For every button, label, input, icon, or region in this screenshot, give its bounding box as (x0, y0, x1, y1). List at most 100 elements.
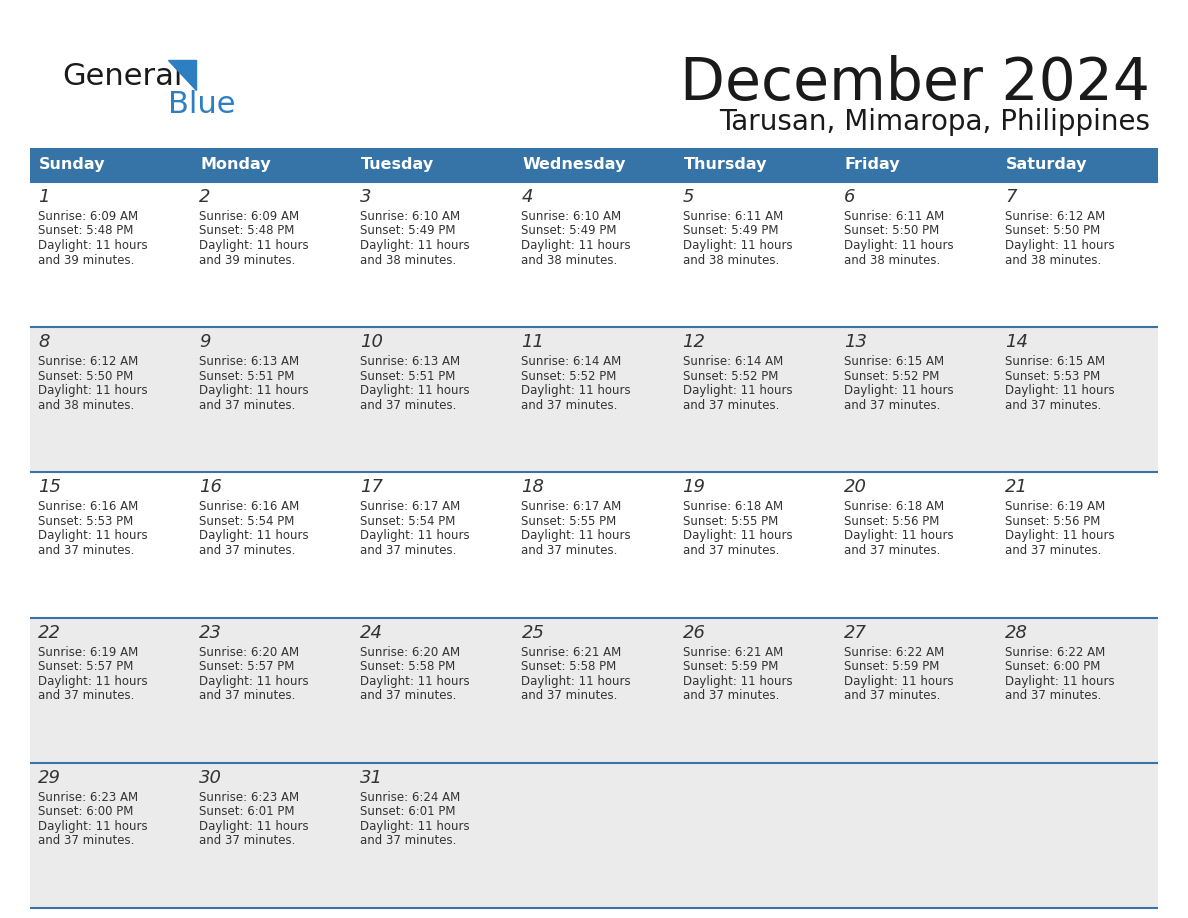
Text: 18: 18 (522, 478, 544, 497)
Text: and 37 minutes.: and 37 minutes. (683, 543, 779, 557)
Text: 7: 7 (1005, 188, 1017, 206)
Text: 10: 10 (360, 333, 384, 352)
Text: Sunrise: 6:12 AM: Sunrise: 6:12 AM (1005, 210, 1105, 223)
Text: and 37 minutes.: and 37 minutes. (200, 398, 296, 411)
Text: 8: 8 (38, 333, 50, 352)
Text: Sunrise: 6:24 AM: Sunrise: 6:24 AM (360, 790, 461, 804)
Text: 20: 20 (843, 478, 867, 497)
Text: 22: 22 (38, 623, 61, 642)
Text: 3: 3 (360, 188, 372, 206)
Text: and 37 minutes.: and 37 minutes. (522, 543, 618, 557)
Text: Sunset: 5:49 PM: Sunset: 5:49 PM (522, 225, 617, 238)
Text: Sunset: 5:58 PM: Sunset: 5:58 PM (522, 660, 617, 673)
Text: and 39 minutes.: and 39 minutes. (38, 253, 134, 266)
Bar (30, 763, 1158, 908)
Bar (30, 473, 1158, 618)
Text: 24: 24 (360, 623, 384, 642)
Text: 16: 16 (200, 478, 222, 497)
Text: Blue: Blue (168, 90, 235, 119)
Text: 6: 6 (843, 188, 855, 206)
Text: and 37 minutes.: and 37 minutes. (1005, 543, 1101, 557)
Bar (30, 148, 191, 182)
Text: and 38 minutes.: and 38 minutes. (1005, 253, 1101, 266)
Text: Daylight: 11 hours: Daylight: 11 hours (522, 675, 631, 688)
Text: Sunrise: 6:14 AM: Sunrise: 6:14 AM (522, 355, 621, 368)
Bar (353, 148, 513, 182)
Text: Daylight: 11 hours: Daylight: 11 hours (38, 530, 147, 543)
Text: Daylight: 11 hours: Daylight: 11 hours (1005, 530, 1114, 543)
Text: Sunrise: 6:23 AM: Sunrise: 6:23 AM (200, 790, 299, 804)
Bar (997, 148, 1158, 182)
Text: Sunrise: 6:20 AM: Sunrise: 6:20 AM (360, 645, 461, 658)
Text: Tuesday: Tuesday (361, 158, 435, 173)
Text: Daylight: 11 hours: Daylight: 11 hours (38, 239, 147, 252)
Text: Daylight: 11 hours: Daylight: 11 hours (360, 239, 470, 252)
Text: Daylight: 11 hours: Daylight: 11 hours (843, 385, 953, 397)
Text: and 37 minutes.: and 37 minutes. (360, 834, 456, 847)
Text: Sunrise: 6:11 AM: Sunrise: 6:11 AM (843, 210, 944, 223)
Text: and 37 minutes.: and 37 minutes. (522, 398, 618, 411)
Text: Sunset: 5:49 PM: Sunset: 5:49 PM (683, 225, 778, 238)
Text: Daylight: 11 hours: Daylight: 11 hours (200, 820, 309, 833)
Text: Daylight: 11 hours: Daylight: 11 hours (683, 675, 792, 688)
Text: Sunset: 5:51 PM: Sunset: 5:51 PM (200, 370, 295, 383)
Text: Daylight: 11 hours: Daylight: 11 hours (200, 675, 309, 688)
Text: Daylight: 11 hours: Daylight: 11 hours (200, 385, 309, 397)
Text: Sunset: 5:55 PM: Sunset: 5:55 PM (683, 515, 778, 528)
Text: Sunrise: 6:21 AM: Sunrise: 6:21 AM (683, 645, 783, 658)
Text: Sunrise: 6:18 AM: Sunrise: 6:18 AM (843, 500, 943, 513)
Text: Sunset: 5:48 PM: Sunset: 5:48 PM (200, 225, 295, 238)
Text: Daylight: 11 hours: Daylight: 11 hours (522, 530, 631, 543)
Text: Daylight: 11 hours: Daylight: 11 hours (38, 675, 147, 688)
Text: Daylight: 11 hours: Daylight: 11 hours (360, 530, 470, 543)
Text: 1: 1 (38, 188, 50, 206)
Text: Sunrise: 6:09 AM: Sunrise: 6:09 AM (200, 210, 299, 223)
Text: Sunset: 5:58 PM: Sunset: 5:58 PM (360, 660, 455, 673)
Text: Monday: Monday (200, 158, 271, 173)
Text: Daylight: 11 hours: Daylight: 11 hours (38, 385, 147, 397)
Text: and 37 minutes.: and 37 minutes. (683, 689, 779, 702)
Text: Sunrise: 6:18 AM: Sunrise: 6:18 AM (683, 500, 783, 513)
Text: Sunset: 5:57 PM: Sunset: 5:57 PM (200, 660, 295, 673)
Text: Sunset: 5:59 PM: Sunset: 5:59 PM (683, 660, 778, 673)
Text: December 2024: December 2024 (680, 55, 1150, 112)
Text: Thursday: Thursday (683, 158, 767, 173)
Text: Sunrise: 6:17 AM: Sunrise: 6:17 AM (360, 500, 461, 513)
Text: 21: 21 (1005, 478, 1028, 497)
Text: Sunset: 5:50 PM: Sunset: 5:50 PM (1005, 225, 1100, 238)
Text: Sunrise: 6:19 AM: Sunrise: 6:19 AM (38, 645, 138, 658)
Bar (513, 148, 675, 182)
Text: Daylight: 11 hours: Daylight: 11 hours (360, 675, 470, 688)
Text: 4: 4 (522, 188, 533, 206)
Text: 5: 5 (683, 188, 694, 206)
Text: Sunrise: 6:13 AM: Sunrise: 6:13 AM (360, 355, 461, 368)
Bar (30, 182, 1158, 327)
Text: 25: 25 (522, 623, 544, 642)
Text: Saturday: Saturday (1006, 158, 1087, 173)
Text: Daylight: 11 hours: Daylight: 11 hours (683, 239, 792, 252)
Text: Sunrise: 6:23 AM: Sunrise: 6:23 AM (38, 790, 138, 804)
Text: 19: 19 (683, 478, 706, 497)
Text: Sunset: 6:00 PM: Sunset: 6:00 PM (38, 805, 133, 818)
Text: Sunset: 5:56 PM: Sunset: 5:56 PM (1005, 515, 1100, 528)
Text: and 38 minutes.: and 38 minutes. (38, 398, 134, 411)
Text: 2: 2 (200, 188, 210, 206)
Text: Daylight: 11 hours: Daylight: 11 hours (843, 675, 953, 688)
Text: Sunset: 6:00 PM: Sunset: 6:00 PM (1005, 660, 1100, 673)
Bar (835, 148, 997, 182)
Text: Sunset: 5:59 PM: Sunset: 5:59 PM (843, 660, 939, 673)
Bar (675, 148, 835, 182)
Text: Tarusan, Mimaropa, Philippines: Tarusan, Mimaropa, Philippines (719, 108, 1150, 136)
Text: Sunrise: 6:17 AM: Sunrise: 6:17 AM (522, 500, 621, 513)
Text: Sunrise: 6:10 AM: Sunrise: 6:10 AM (522, 210, 621, 223)
Text: Daylight: 11 hours: Daylight: 11 hours (843, 530, 953, 543)
Text: and 38 minutes.: and 38 minutes. (522, 253, 618, 266)
Text: 13: 13 (843, 333, 867, 352)
Text: Sunset: 5:55 PM: Sunset: 5:55 PM (522, 515, 617, 528)
Text: Daylight: 11 hours: Daylight: 11 hours (360, 820, 470, 833)
Text: Sunday: Sunday (39, 158, 106, 173)
Text: Sunset: 6:01 PM: Sunset: 6:01 PM (360, 805, 456, 818)
Polygon shape (168, 60, 196, 90)
Text: Sunset: 5:52 PM: Sunset: 5:52 PM (683, 370, 778, 383)
Text: and 37 minutes.: and 37 minutes. (843, 689, 940, 702)
